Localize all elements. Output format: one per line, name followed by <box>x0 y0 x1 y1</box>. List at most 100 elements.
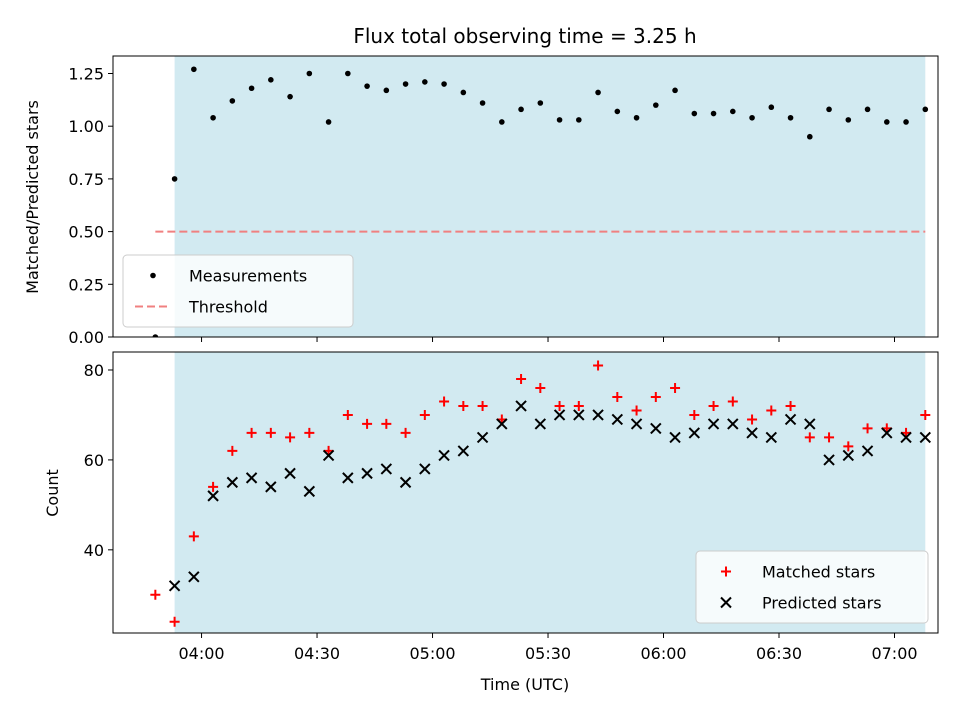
matched-star-point <box>304 427 315 438</box>
predicted-star-point <box>573 409 585 421</box>
predicted-star-point <box>496 418 508 430</box>
matched-star-point <box>612 391 623 402</box>
measurement-point <box>171 176 178 182</box>
predicted-star-point <box>804 418 816 430</box>
y-tick-label: 0.25 <box>68 275 104 294</box>
measurement-point <box>807 133 813 140</box>
legend-label: Measurements <box>189 267 307 286</box>
measurement-point <box>402 81 409 87</box>
x-tick-label: 05:30 <box>525 644 571 663</box>
predicted-star-point <box>476 431 489 444</box>
legend-box <box>695 550 929 624</box>
measurement-point <box>672 87 678 94</box>
predicted-star-point <box>823 454 835 466</box>
predicted-star-point <box>784 413 797 426</box>
measurement-point <box>710 110 717 117</box>
x-tick-label: 04:00 <box>178 644 224 663</box>
predicted-star-point <box>322 449 335 462</box>
predicted-star-point <box>438 449 450 462</box>
top-y-axis-label: Matched/Predicted stars <box>23 100 42 294</box>
predicted-star-point <box>861 445 874 457</box>
predicted-star-point <box>611 413 624 426</box>
y-tick-label: 80 <box>84 361 104 380</box>
y-tick-label: 60 <box>84 451 104 470</box>
measurement-point <box>768 104 775 111</box>
measurement-point <box>749 114 755 121</box>
matched-star-point <box>804 432 815 443</box>
predicted-star-point <box>650 422 662 435</box>
measurement-point <box>248 85 255 92</box>
axes-frame <box>112 351 939 634</box>
measurement-point <box>864 106 871 113</box>
legend-marker-x <box>720 596 732 609</box>
measurement-point <box>614 108 621 115</box>
predicted-star-point <box>245 472 258 484</box>
predicted-star-point <box>399 476 412 489</box>
x-tick-label: 05:00 <box>409 644 455 663</box>
matched-star-point <box>554 400 565 411</box>
matched-star-point <box>920 409 931 420</box>
matched-star-point <box>727 396 738 407</box>
predicted-star-point <box>207 490 219 502</box>
matched-star-point <box>439 396 450 407</box>
predicted-star-point <box>342 472 354 484</box>
predicted-star-point <box>688 427 701 439</box>
predicted-star-point <box>380 463 393 475</box>
matched-star-point <box>400 427 411 438</box>
matched-star-point <box>862 423 873 434</box>
matched-star-point <box>419 409 430 420</box>
matched-star-point <box>650 391 661 402</box>
y-tick-label: 1.00 <box>68 117 104 136</box>
y-tick-label: 0.50 <box>68 223 104 242</box>
predicted-star-point <box>553 409 566 421</box>
axes-frame <box>112 55 939 338</box>
predicted-star-point <box>630 418 643 430</box>
matched-star-point <box>631 405 642 416</box>
y-tick-label: 1.25 <box>68 64 104 83</box>
measurement-point <box>325 119 332 125</box>
predicted-star-point <box>188 571 200 583</box>
predicted-star-point <box>727 418 739 430</box>
x-tick-label: 07:00 <box>871 644 917 663</box>
matched-star-point <box>208 481 219 492</box>
measurement-point <box>268 77 274 83</box>
legend: Measurements Threshold <box>122 254 354 328</box>
measurement-point <box>479 100 486 106</box>
measurement-point <box>730 108 736 115</box>
matched-star-point <box>265 427 276 438</box>
predicted-star-point <box>900 431 912 444</box>
legend-marker-plus <box>721 566 731 577</box>
predicted-star-point <box>881 427 893 439</box>
measurement-point <box>152 334 159 337</box>
matched-star-point <box>535 382 546 393</box>
measurement-point <box>576 117 582 123</box>
predicted-star-point <box>765 431 778 444</box>
measurement-point <box>903 119 909 125</box>
predicted-star-point <box>419 463 431 475</box>
matched-star-point <box>227 445 238 456</box>
measurement-point <box>537 100 544 106</box>
matched-star-point <box>150 589 161 600</box>
measurement-point <box>460 89 467 96</box>
matched-star-point <box>573 400 584 411</box>
measurement-point <box>441 81 447 87</box>
legend-label: Threshold <box>188 298 268 317</box>
measurement-point <box>653 102 659 108</box>
predicted-star-point <box>303 485 316 498</box>
x-axis-label: Time (UTC) <box>480 675 569 694</box>
measurement-point <box>595 89 601 96</box>
matched-star-point <box>747 414 758 425</box>
ratio-panel: 0.00 0.25 0.50 0.75 1.00 1.25 Measurements Thre… <box>68 55 939 347</box>
count-panel: 40 60 80 04:00 04:30 05:00 05:30 06:00 06:30 07:0… <box>84 351 939 663</box>
x-tick-label: 04:30 <box>294 644 340 663</box>
x-tick-label: 06:30 <box>756 644 802 663</box>
matched-star-point <box>381 418 392 429</box>
measurement-point <box>306 70 313 77</box>
measurement-point <box>422 79 428 85</box>
x-tick-label: 06:00 <box>640 644 686 663</box>
matched-star-point <box>593 360 604 371</box>
matched-star-point <box>246 427 257 438</box>
measurement-point <box>499 119 505 125</box>
measurement-point <box>691 110 698 117</box>
